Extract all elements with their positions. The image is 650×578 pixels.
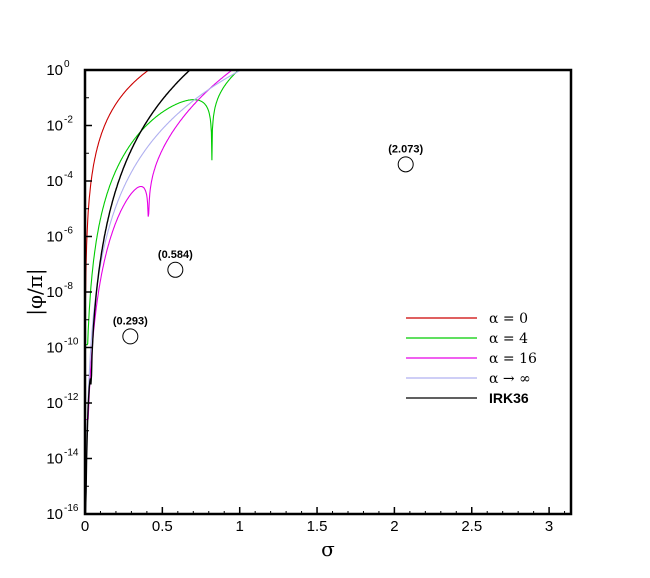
y-tick-label: 10 [46, 118, 63, 135]
x-tick-label: 0.5 [152, 518, 173, 535]
annotation-marker-0 [122, 328, 139, 345]
annotation-label-2: (2.073) [388, 143, 423, 155]
y-tick-exponent: -14 [64, 448, 79, 459]
y-tick-label: 10 [46, 340, 63, 357]
y-tick-label: 10 [46, 173, 63, 190]
y-tick-label: 10 [46, 284, 63, 301]
y-tick-exponent: -10 [64, 337, 79, 348]
x-axis-ticks: 0 0.5 1 1.5 2 2.5 3 [81, 507, 566, 535]
legend-label-0: α = 0 [489, 311, 528, 327]
y-tick-exponent: -4 [64, 170, 73, 181]
x-tick-label: 1 [236, 518, 244, 535]
y-tick-label: 10 [46, 506, 63, 523]
annotation-marker-1 [167, 261, 184, 278]
y-tick-label: 10 [46, 62, 63, 79]
y-tick-label: 10 [46, 395, 63, 412]
annotation-label-1: (0.584) [158, 249, 193, 261]
y-axis-label: |φ/π| [23, 268, 48, 315]
legend-label-1: α = 4 [489, 331, 528, 347]
x-tick-label: 1.5 [307, 518, 328, 535]
x-tick-label: 0 [81, 518, 89, 535]
y-tick-exponent: 0 [64, 59, 70, 70]
annotation-marker-2 [397, 156, 414, 173]
legend-label-4: IRK36 [489, 390, 529, 406]
y-tick-exponent: -16 [64, 503, 79, 514]
y-tick-exponent: -2 [64, 115, 73, 126]
x-tick-label: 2.5 [461, 518, 482, 535]
annotation-layer: (0.293) (0.584) (2.073) [113, 143, 423, 345]
y-tick-exponent: -6 [64, 226, 73, 237]
y-tick-exponent: -12 [64, 392, 79, 403]
legend-label-3: α → ∞ [489, 371, 531, 387]
x-tick-label: 2 [390, 518, 398, 535]
y-tick-label: 10 [46, 229, 63, 246]
annotation-label-0: (0.293) [113, 315, 148, 327]
y-tick-exponent: -8 [64, 281, 73, 292]
y-tick-label: 10 [46, 451, 63, 468]
legend-label-2: α = 16 [489, 351, 537, 367]
x-tick-label: 3 [545, 518, 553, 535]
legend: α = 0 α = 4 α = 16 α → ∞ IRK36 [406, 311, 537, 406]
x-axis-label: σ [321, 537, 335, 561]
plot-area [85, 70, 571, 514]
